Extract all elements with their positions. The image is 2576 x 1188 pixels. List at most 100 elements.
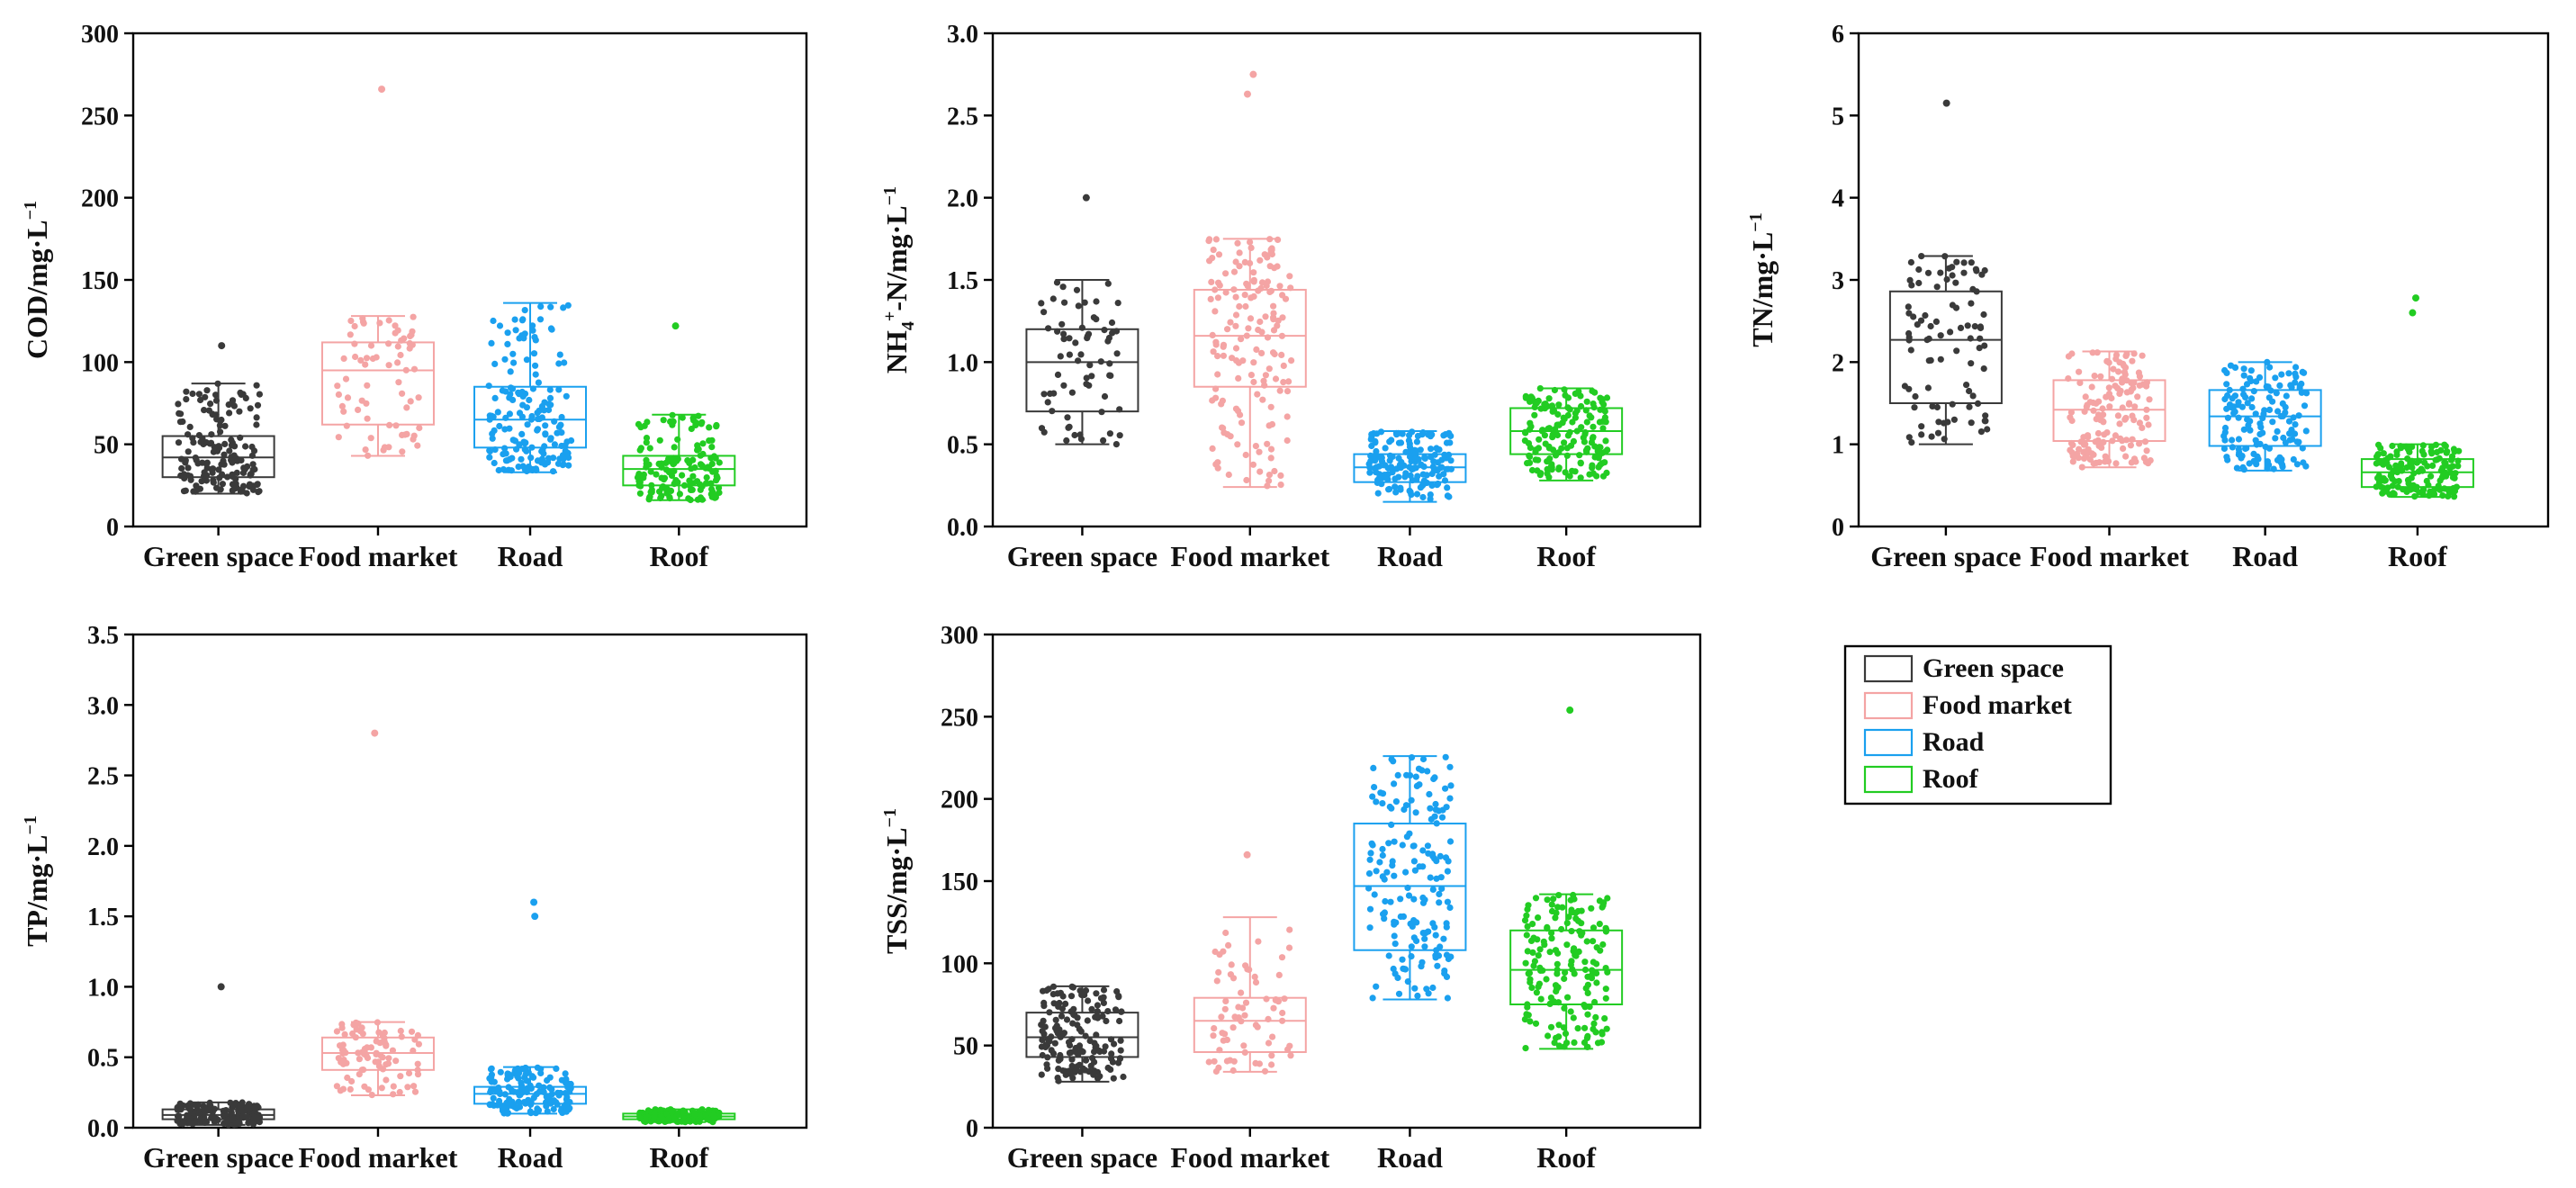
y-tick-label: 1 [1832,432,1844,460]
data-point [2256,420,2264,428]
data-point [1392,483,1399,490]
data-point [1054,371,1062,378]
data-point [340,355,347,362]
data-point [2229,436,2236,444]
data-point [1397,486,1404,493]
data-point [1590,434,1597,441]
data-point [1582,407,1590,414]
data-point [522,439,529,446]
data-point [372,1058,379,1066]
data-point [1427,805,1434,812]
data-point [1578,907,1585,914]
data-point [1430,458,1437,465]
data-point [1370,764,1377,772]
data-point [2143,447,2150,454]
data-point [224,473,231,481]
data-point [1570,1014,1577,1022]
data-point [1277,482,1284,489]
data-point [2078,464,2085,471]
data-point [221,440,229,447]
outlier-point [531,913,539,921]
data-point [1574,917,1582,924]
data-point [1566,406,1573,413]
data-point [1905,303,1912,310]
data-point [1968,300,1975,307]
data-point [215,466,222,473]
data-point [2295,412,2302,419]
data-point [1391,780,1398,788]
data-point [2250,457,2257,464]
data-point [1264,334,1272,341]
data-point [2387,472,2394,480]
data-point [1241,1048,1248,1056]
data-point [2145,421,2152,428]
data-point [1918,431,1925,438]
data-point [1283,436,1291,445]
data-point [1563,452,1571,459]
data-point [1561,1004,1568,1012]
data-point [1532,456,1539,464]
outlier-point [1243,850,1251,859]
data-point [1104,280,1112,287]
data-point [1055,1003,1062,1010]
data-point [1112,441,1120,448]
data-point [2240,365,2247,373]
data-point [2146,396,2153,403]
data-point [565,1106,572,1113]
data-point [490,1094,497,1102]
data-point [548,1085,555,1093]
data-point [1107,372,1114,379]
data-point [708,485,716,493]
data-point [2122,436,2130,444]
data-point [1549,431,1556,438]
data-point [1523,932,1530,939]
data-point [2127,388,2134,395]
data-point [2451,474,2458,482]
data-point [1550,896,1557,903]
box-food-market [320,86,435,459]
data-point [2109,437,2116,445]
data-point [207,400,214,408]
data-point [357,356,365,364]
data-point [557,1107,565,1114]
data-point [706,424,713,431]
data-point [499,1104,506,1112]
data-point [2094,429,2102,437]
y-tick-label: 0.0 [87,1115,119,1143]
legend-label-roof: Roof [1923,764,1979,794]
data-point [182,487,189,494]
data-point [542,422,549,429]
data-point [2243,381,2251,388]
data-point [2265,394,2273,401]
data-point [1574,1025,1581,1032]
data-point [636,1114,644,1121]
data-point [1278,332,1285,339]
data-point [553,1099,560,1106]
data-point [373,1038,380,1045]
outlier-point [671,322,680,330]
data-point [407,398,414,405]
data-point [565,462,572,469]
data-point [1100,999,1107,1006]
data-point [1365,870,1374,878]
data-point [2120,445,2127,452]
data-point [1073,1066,1080,1074]
data-point [1243,476,1250,484]
data-point [1542,440,1549,447]
data-point [1287,284,1294,292]
points-food-market [1205,236,1295,490]
data-point [635,420,643,428]
box-green-space [1025,983,1139,1084]
data-point [381,1029,388,1037]
data-point [2090,451,2097,458]
data-point [1402,802,1410,809]
data-point [1918,253,1925,260]
data-point [676,490,684,498]
data-point [365,452,372,459]
x-tick-label: Green space [143,540,293,572]
data-point [1964,322,1971,329]
y-tick-label: 3 [1832,267,1844,295]
points-green-space [1901,253,1991,446]
data-point [1924,269,1932,276]
data-point [706,464,713,472]
